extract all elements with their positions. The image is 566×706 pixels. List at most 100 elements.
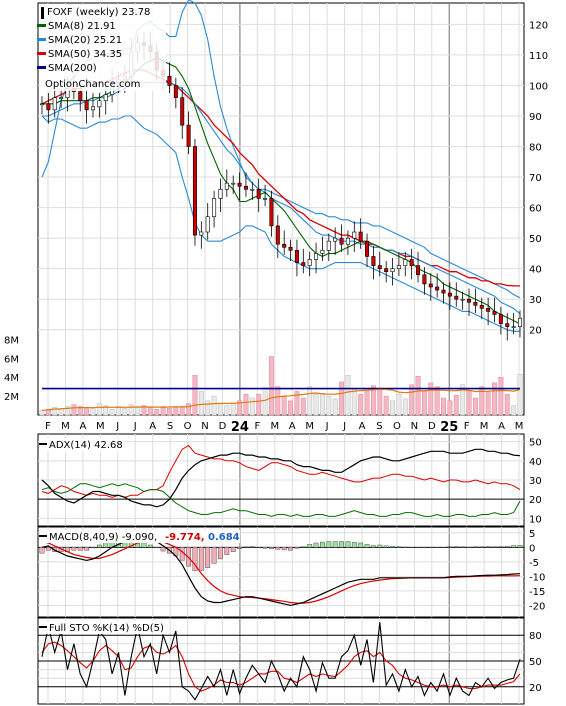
candle-body [212,198,217,218]
macd-histogram-bar [218,547,223,560]
macd-histogram-bar [447,546,453,548]
macd-histogram-bar [307,544,313,548]
adx-legend: ADX(14) 42.68 [39,438,124,451]
volume-bar [224,405,230,416]
price-y-tick: 30 [529,295,542,306]
macd-legend-hist: 0.684 [208,532,240,543]
volume-bar [517,374,523,416]
volume-bar [135,406,141,416]
volume-bar [218,403,223,416]
volume-bar [396,393,402,416]
x-tick-label: M [270,421,279,432]
x-tick-label: F [464,421,470,432]
volume-bar [52,407,58,416]
volume-bar [447,400,453,416]
candle-body [269,198,274,227]
volume-bar [428,382,434,416]
price-y-tick: 60 [529,204,542,215]
candle-body [352,231,357,239]
macd-panel [38,536,524,607]
grid-lines [38,3,524,704]
sto-panel [41,622,521,701]
volume-bar [84,407,90,416]
macd-histogram-bar [39,547,45,554]
candle-body [243,185,248,190]
volume-bar [358,393,364,416]
x-tick-label: M [480,421,489,432]
macd-histogram-bar [281,547,287,551]
sma8-swatch [37,24,46,27]
macd-histogram-bar [103,542,109,548]
candle-body [199,231,204,236]
volume-bar [179,406,185,416]
legend-sma50: SMA(50) 34.35 [48,49,122,60]
x-tick-label: J [133,421,137,432]
legend-title: FOXF (weekly) 23.78 [47,7,150,18]
panel-frames [37,2,525,705]
macd-histogram-bar [453,546,459,548]
candle-body [46,103,51,111]
macd-histogram-bar [428,547,434,549]
x-tick-label: 25 [440,420,458,435]
candle-body [435,286,440,291]
plus-di-line [41,483,521,517]
volume-bar [39,410,45,416]
volume-bar [249,397,255,416]
candle-body [460,298,465,301]
candle-body [192,146,197,236]
brand-watermark: OptionChance.com [45,79,140,90]
x-tick-label: O [393,421,401,432]
macd-y-tick: -5 [529,558,539,569]
candle-body [224,182,229,190]
volume-y-tick: 2M [4,392,19,403]
candle-body [365,240,370,257]
x-tick-label: M [96,421,105,432]
sto-legend-text: Full STO %K(14) %D(5) [49,623,164,634]
volume-bar [300,397,306,416]
macd-histogram-bar [160,547,166,552]
candle-body [390,268,395,273]
volume-average-line [41,388,521,411]
volume-bar [90,408,96,416]
volume-bar [307,386,313,416]
macd-histogram-bar [77,547,83,551]
candle-body [505,323,510,327]
x-tick-label: A [498,421,505,432]
macd-y-tick: 5 [529,529,535,540]
macd-histogram-bar [154,547,160,549]
volume-bar [332,398,338,416]
candle-body [59,97,64,99]
candle-body [358,231,363,242]
candle-body [403,259,408,266]
volume-bar [351,388,357,416]
x-tick-label: A [289,421,296,432]
volume-bar [167,408,172,416]
candle-body [103,94,108,102]
volume-bar [211,395,217,416]
macd-histogram-bar [371,545,376,548]
price-legend: FOXF (weekly) 23.78 SMA(8) 21.91 SMA(20)… [37,5,166,91]
macd-histogram-bar [243,546,249,548]
candle-body [492,311,497,315]
volume-bar [409,384,415,416]
macd-histogram-bar [377,544,383,548]
volume-bar [109,409,115,416]
macd-histogram-bar [472,546,478,548]
candle-body [218,188,223,199]
volume-bar [243,393,249,416]
volume-bar [339,381,344,416]
price-y-tick: 120 [529,20,548,31]
sto-y-tick: 80 [529,631,542,642]
macd-histogram-bar [332,541,338,548]
price-y-tick: 70 [529,173,542,184]
volume-bar [128,404,134,416]
volume-bar [275,386,281,416]
x-tick-label: O [184,421,192,432]
x-tick-label: D [428,421,436,432]
candle-body [39,103,44,106]
candle-body [205,216,210,233]
volume-y-tick: 4M [4,373,19,384]
candle-body [345,237,350,245]
volume-bar [230,402,236,416]
